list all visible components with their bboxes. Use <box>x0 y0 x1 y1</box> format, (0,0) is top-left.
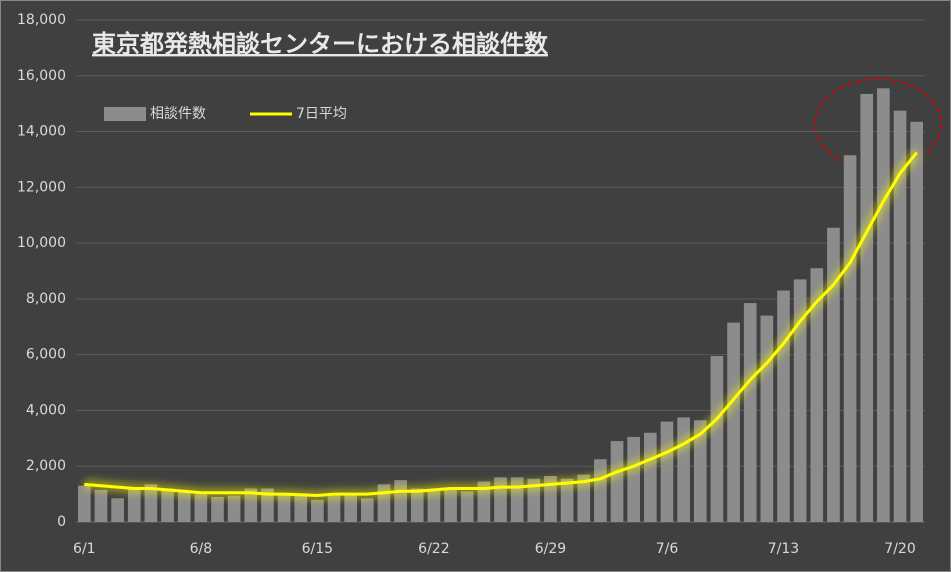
y-tick-label: 10,000 <box>17 235 66 251</box>
bar <box>677 417 690 522</box>
x-tick-label: 6/15 <box>302 541 333 557</box>
x-tick-label: 6/29 <box>535 541 566 557</box>
bar <box>893 110 907 522</box>
bar <box>643 432 657 522</box>
bar <box>660 421 674 522</box>
bar <box>127 488 141 522</box>
bar <box>94 489 108 522</box>
bar <box>760 315 774 522</box>
bar <box>843 155 857 522</box>
bar <box>427 489 441 522</box>
bar <box>827 227 840 522</box>
bar <box>344 494 358 522</box>
y-tick-label: 14,000 <box>17 124 66 140</box>
bar <box>810 268 824 522</box>
bar <box>194 494 208 522</box>
chart-title: 東京都発熱相談センターにおける相談件数 <box>92 30 549 58</box>
bar <box>410 488 424 522</box>
y-tick-label: 6,000 <box>26 347 66 363</box>
y-tick-label: 12,000 <box>17 179 66 195</box>
legend-label: 7日平均 <box>296 106 347 122</box>
bar <box>877 88 890 523</box>
bar <box>793 279 807 522</box>
y-tick-label: 8,000 <box>26 291 66 307</box>
bar <box>594 459 607 522</box>
bar <box>177 491 191 522</box>
bar <box>860 93 874 523</box>
bar <box>627 436 641 522</box>
bar <box>777 290 790 522</box>
bar <box>211 496 224 522</box>
y-tick-label: 16,000 <box>17 68 66 84</box>
legend-label: 相談件数 <box>150 106 206 122</box>
bar <box>294 495 308 522</box>
x-tick-label: 6/22 <box>418 541 449 557</box>
bar <box>277 494 291 522</box>
legend-swatch <box>104 107 146 121</box>
bar <box>77 485 91 522</box>
x-tick-label: 6/1 <box>73 541 96 557</box>
x-tick-label: 7/13 <box>768 541 799 557</box>
bar <box>743 303 757 522</box>
y-tick-label: 18,000 <box>17 12 66 28</box>
bar <box>560 478 574 522</box>
line <box>84 151 918 497</box>
bar <box>610 441 624 522</box>
bar <box>111 498 124 522</box>
y-tick-label: 4,000 <box>26 402 66 418</box>
y-tick-label: 2,000 <box>26 458 66 474</box>
bar <box>910 121 924 523</box>
bar <box>360 498 374 522</box>
bar <box>460 491 474 522</box>
x-tick-label: 7/6 <box>656 541 679 557</box>
bar <box>327 495 341 522</box>
bar <box>161 488 174 522</box>
bar <box>710 356 724 522</box>
bar <box>227 495 241 522</box>
y-tick-label: 0 <box>57 514 66 530</box>
bar <box>444 488 457 522</box>
bar <box>311 499 324 522</box>
bar <box>693 420 707 522</box>
x-tick-label: 6/8 <box>190 541 213 557</box>
bar <box>727 322 740 522</box>
x-tick-label: 7/20 <box>884 541 915 557</box>
